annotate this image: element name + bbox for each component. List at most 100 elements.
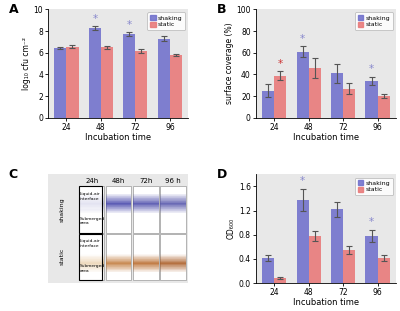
Bar: [106, 254, 132, 255]
Bar: [133, 269, 158, 270]
Text: *: *: [92, 14, 98, 24]
Bar: [79, 256, 104, 257]
Bar: [133, 213, 158, 214]
Bar: [378, 96, 390, 118]
Bar: [101, 47, 113, 118]
Bar: [160, 207, 186, 208]
Bar: [133, 254, 158, 255]
Bar: [106, 272, 132, 273]
Bar: [160, 269, 186, 270]
Text: B: B: [216, 3, 226, 16]
Bar: [79, 234, 102, 280]
Bar: [79, 213, 104, 214]
Bar: [79, 270, 104, 271]
Bar: [133, 268, 158, 269]
Text: *: *: [127, 20, 132, 30]
Bar: [160, 270, 186, 271]
Bar: [106, 198, 132, 199]
Bar: [133, 259, 158, 260]
Text: D: D: [216, 168, 227, 181]
Bar: [79, 210, 104, 211]
Bar: [106, 196, 132, 197]
Legend: shaking, static: shaking, static: [148, 12, 185, 30]
Bar: [296, 52, 309, 118]
Bar: [160, 267, 186, 268]
Legend: shaking, static: shaking, static: [355, 178, 393, 195]
Bar: [106, 212, 132, 213]
Bar: [89, 28, 101, 118]
Bar: [106, 270, 132, 271]
Bar: [133, 255, 158, 256]
X-axis label: Incubation time: Incubation time: [293, 298, 359, 307]
Bar: [343, 250, 355, 283]
Bar: [79, 262, 104, 263]
Bar: [54, 48, 66, 118]
Bar: [160, 261, 186, 262]
Bar: [79, 269, 104, 270]
Text: Submerged
area: Submerged area: [80, 264, 105, 272]
Bar: [106, 262, 132, 263]
Bar: [160, 264, 186, 265]
Bar: [366, 81, 378, 118]
Bar: [296, 200, 309, 283]
Bar: [133, 262, 158, 263]
Bar: [79, 267, 104, 268]
Bar: [160, 211, 186, 212]
Bar: [160, 209, 186, 210]
Bar: [79, 266, 104, 267]
Bar: [133, 198, 158, 199]
Bar: [133, 260, 158, 261]
Bar: [133, 257, 158, 258]
Text: Liquid-air
interface: Liquid-air interface: [80, 192, 100, 201]
X-axis label: Incubation time: Incubation time: [85, 133, 151, 142]
Bar: [160, 198, 186, 199]
Bar: [106, 234, 132, 280]
Bar: [79, 195, 104, 196]
Text: 24h: 24h: [85, 178, 98, 184]
Bar: [106, 203, 132, 204]
Bar: [79, 196, 104, 197]
Bar: [79, 255, 104, 256]
Bar: [133, 263, 158, 264]
Bar: [160, 203, 186, 204]
Bar: [79, 264, 104, 265]
Bar: [79, 207, 104, 208]
Bar: [160, 255, 186, 256]
Bar: [106, 271, 132, 272]
Bar: [133, 234, 158, 280]
Bar: [160, 210, 186, 211]
Bar: [133, 256, 158, 257]
Text: C: C: [9, 168, 18, 181]
Bar: [160, 204, 186, 205]
Bar: [133, 195, 158, 196]
Bar: [79, 202, 104, 203]
Bar: [106, 255, 132, 256]
Legend: shaking, static: shaking, static: [355, 12, 393, 30]
Text: static: static: [60, 248, 64, 265]
Bar: [106, 256, 132, 257]
Bar: [274, 76, 286, 118]
Bar: [106, 201, 132, 202]
Bar: [160, 272, 186, 273]
Bar: [133, 194, 158, 195]
Bar: [79, 204, 104, 205]
Bar: [79, 198, 104, 199]
Bar: [343, 89, 355, 118]
Bar: [133, 202, 158, 203]
Bar: [160, 268, 186, 269]
Bar: [133, 271, 158, 272]
Bar: [133, 201, 158, 202]
Bar: [79, 206, 104, 207]
Text: *: *: [300, 176, 305, 186]
Bar: [106, 213, 132, 214]
Bar: [133, 186, 158, 233]
Bar: [133, 204, 158, 205]
Bar: [160, 201, 186, 202]
Bar: [106, 266, 132, 267]
Bar: [106, 200, 132, 201]
Bar: [106, 261, 132, 262]
Bar: [79, 211, 104, 212]
Bar: [133, 212, 158, 213]
Bar: [106, 263, 132, 264]
Bar: [133, 199, 158, 200]
